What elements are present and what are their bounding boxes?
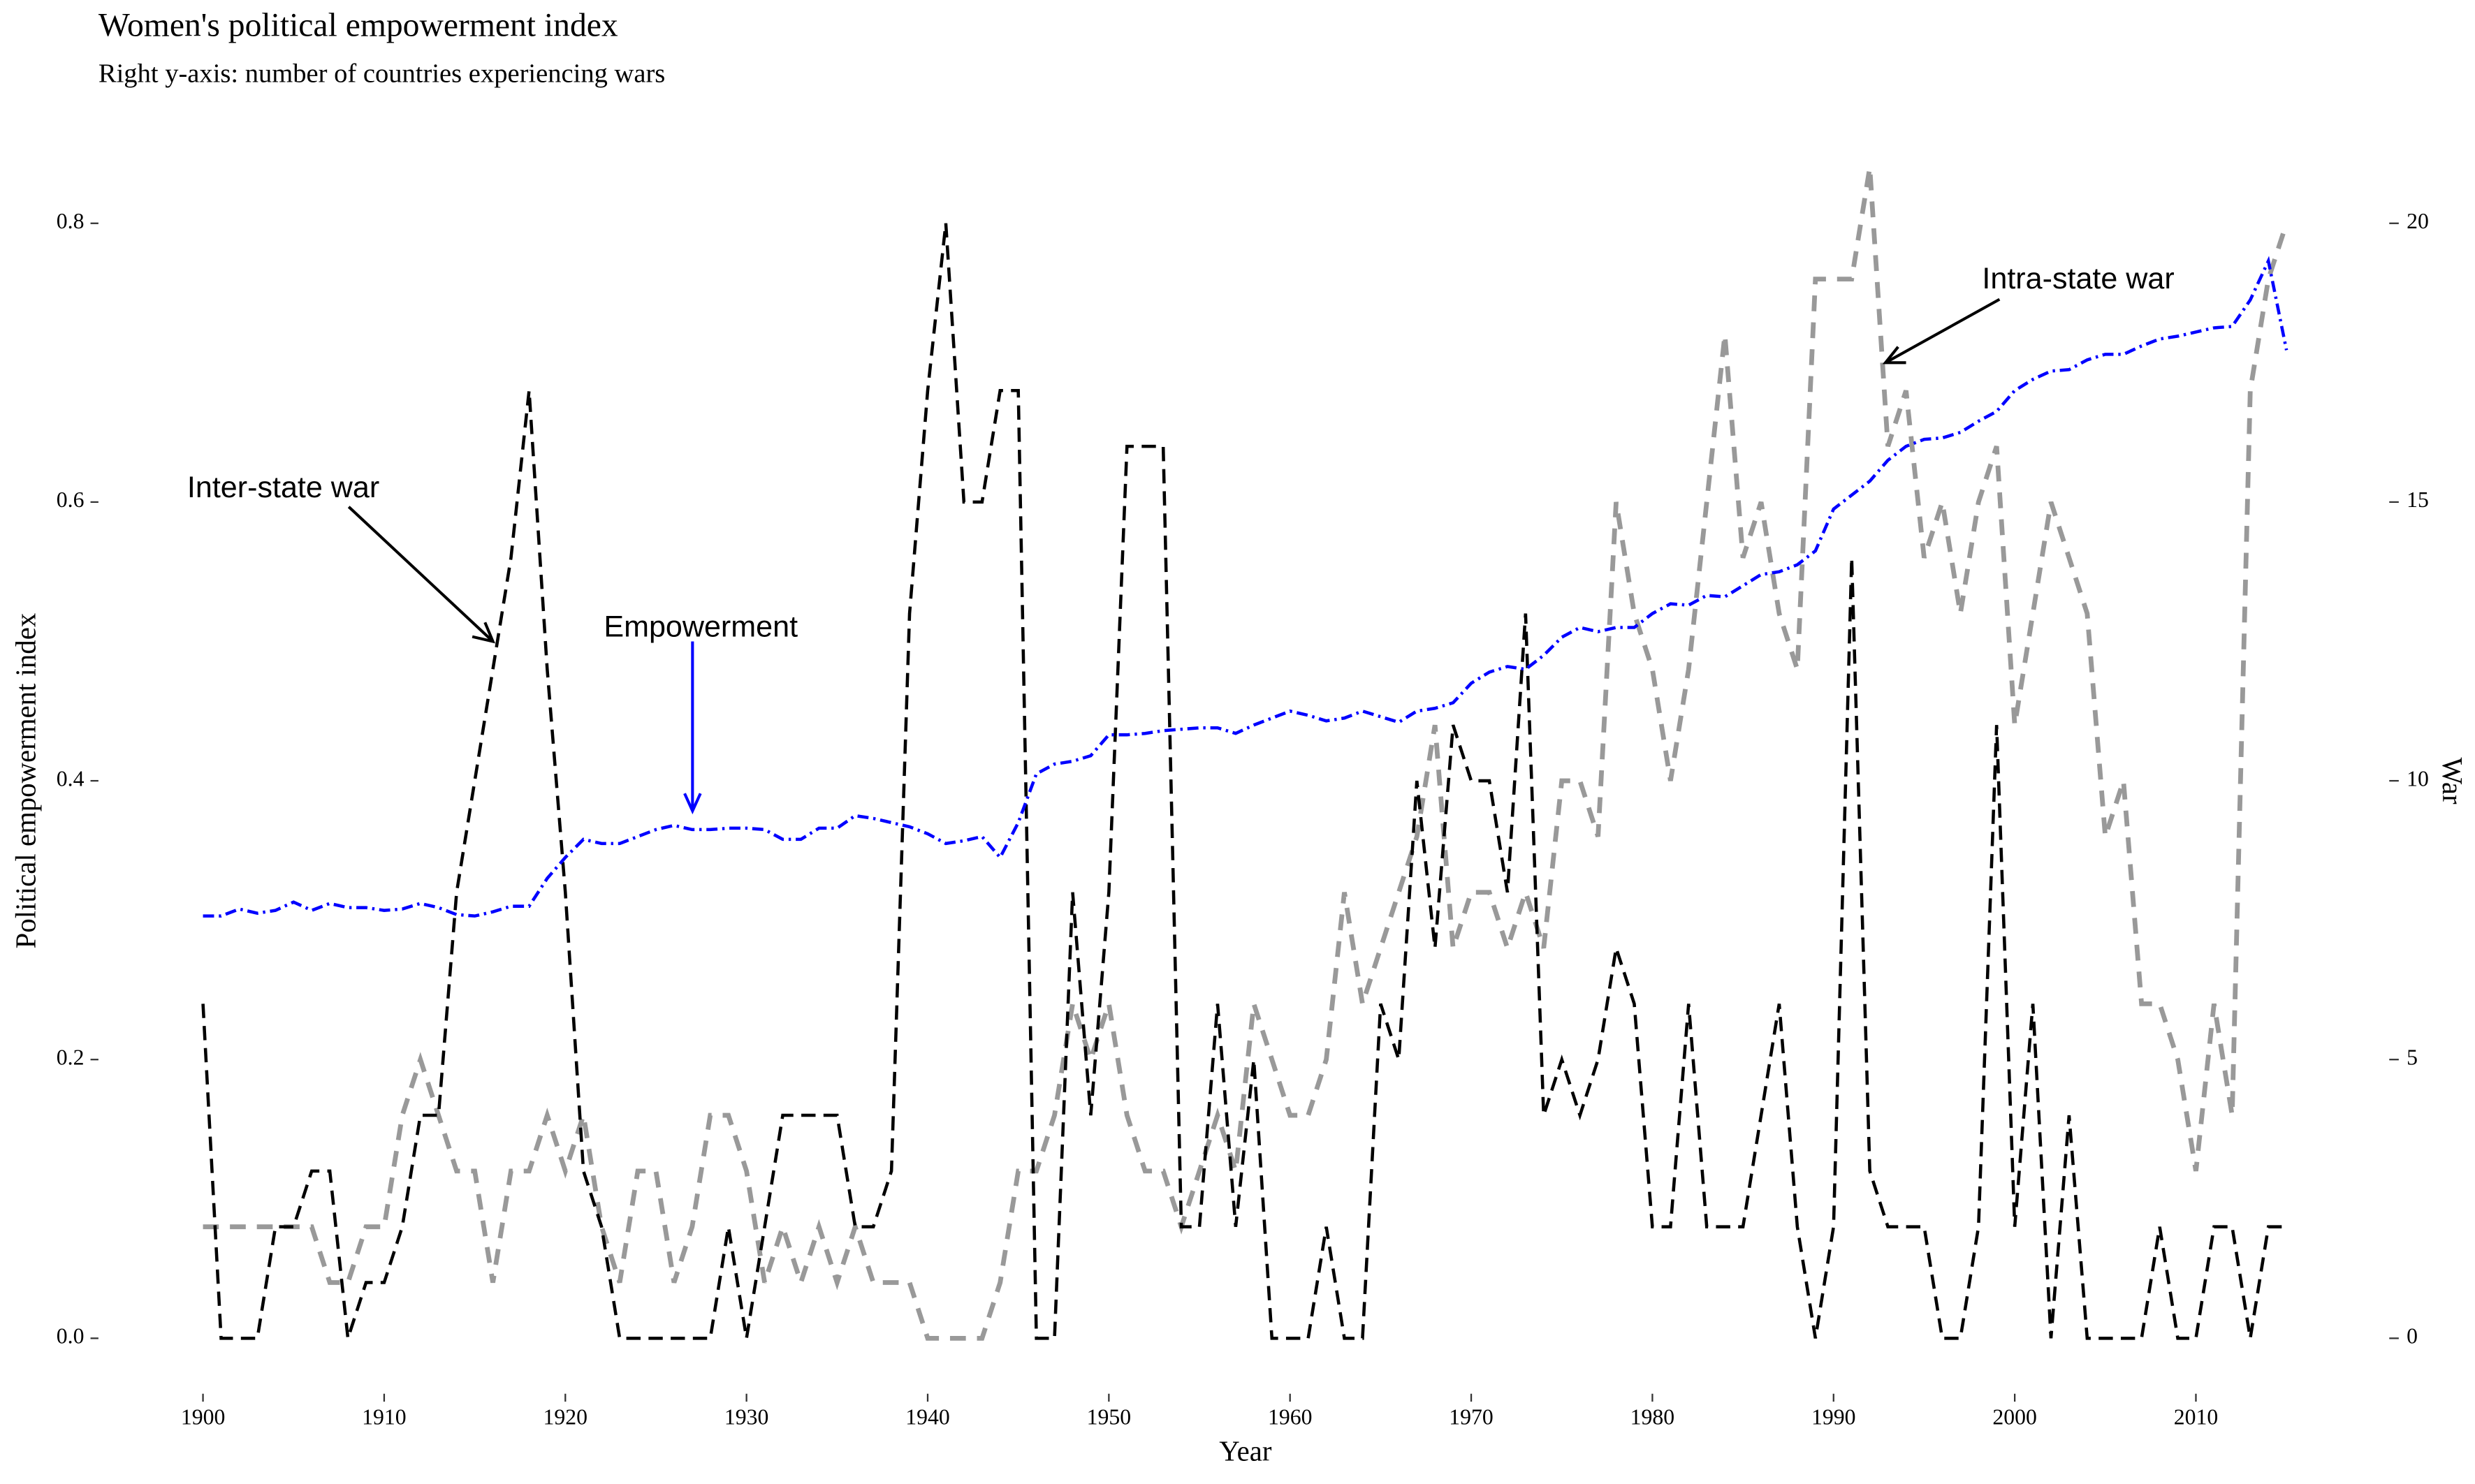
y2-tick-label: 15	[2407, 487, 2429, 512]
y2-tick-label: 5	[2407, 1045, 2418, 1069]
arrow-head	[472, 622, 496, 644]
annotation-arrow	[347, 506, 494, 642]
x-tick-label: 1920	[543, 1404, 587, 1429]
annotation: Inter-state war	[187, 471, 379, 504]
x-tick-label: 2000	[1992, 1404, 2037, 1429]
arrow-head	[1882, 346, 1906, 365]
x-tick-label: 1970	[1449, 1404, 1493, 1429]
y-tick-label: 0.4	[57, 766, 85, 791]
x-tick-label: 1960	[1268, 1404, 1313, 1429]
x-tick-label: 1900	[181, 1404, 226, 1429]
y-tick-label: 0.0	[57, 1324, 85, 1349]
y-tick-label: 0.6	[57, 487, 85, 512]
annotation: Intra-state war	[1982, 262, 2174, 295]
arrow-head	[683, 793, 702, 815]
y-axis-label: Political empowerment index	[10, 613, 41, 949]
x-tick-label: 1990	[1811, 1404, 1856, 1429]
series-line	[203, 256, 2288, 918]
y2-tick-label: 20	[2407, 209, 2429, 233]
chart-subtitle: Right y-axis: number of countries experi…	[98, 59, 665, 89]
chart-title: Women's political empowerment index	[98, 8, 618, 44]
annotation: Empowerment	[604, 610, 798, 644]
x-tick-label: 1980	[1630, 1404, 1675, 1429]
y-tick-label: 0.2	[57, 1045, 85, 1069]
y2-tick-label: 10	[2407, 766, 2429, 791]
y-tick-label: 0.8	[57, 209, 85, 233]
plot-area: 0.0 0.2 0.4 0.6 0.8 0 5 10 15 20 1900 1910 1920 1930 1…	[57, 167, 2429, 1429]
x-tick-label: 2010	[2174, 1404, 2219, 1429]
y2-axis-label: War	[2437, 758, 2468, 805]
y2-tick-label: 0	[2407, 1324, 2418, 1349]
x-tick-label: 1950	[1087, 1404, 1132, 1429]
x-tick-label: 1930	[724, 1404, 769, 1429]
x-tick-label: 1910	[362, 1404, 406, 1429]
series-line	[203, 167, 2289, 1341]
series-line	[201, 223, 2287, 1340]
x-axis-label: Year	[1219, 1435, 1272, 1467]
annotation-arrow	[1885, 297, 2001, 365]
x-tick-label: 1940	[905, 1404, 950, 1429]
